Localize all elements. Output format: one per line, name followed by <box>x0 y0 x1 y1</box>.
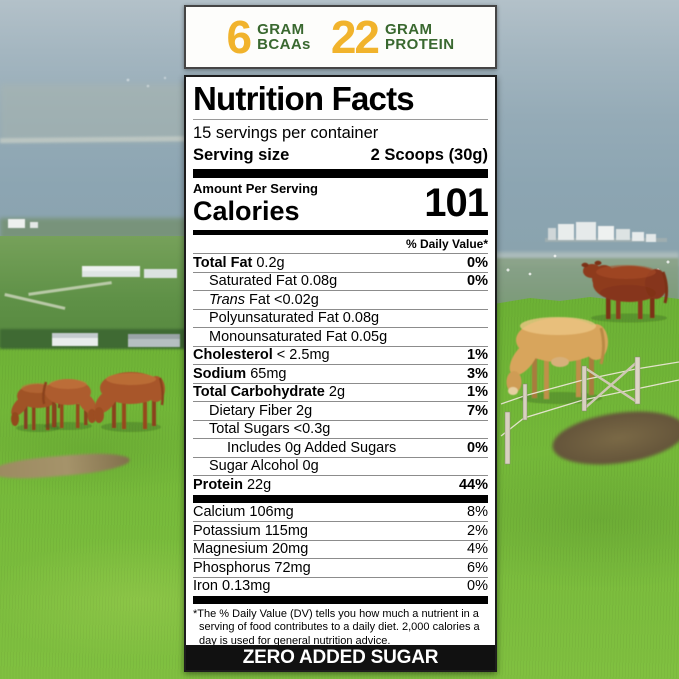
nutrient-row: Magnesium 20mg 4% <box>193 539 488 557</box>
macro-badge: 6 GRAM BCAAs 22 GRAM PROTEIN <box>184 5 497 69</box>
nutrient-row: Iron 0.13mg 0% <box>193 576 488 594</box>
nutrient-row: Protein 22g 44% <box>193 475 488 493</box>
daily-value-header: % Daily Value* <box>405 237 488 251</box>
bcaa-name: BCAAs <box>257 36 311 53</box>
serving-size-value: 2 Scoops (30g) <box>370 146 488 164</box>
bcaa-grams: 6 <box>226 11 253 63</box>
nutrient-row: Monounsaturated Fat 0.05g <box>193 327 488 346</box>
protein-badge: 22 GRAM PROTEIN <box>331 14 455 60</box>
wire-fence <box>500 356 679 465</box>
standing-cow <box>581 260 669 323</box>
thick-bar <box>193 494 488 503</box>
nutrient-rows: Total Fat 0.2g 0% Saturated Fat 0.08g 0% Tra… <box>193 253 488 494</box>
nutrition-facts-title: Nutrition Facts <box>193 80 415 117</box>
tan-grazing-cow <box>506 317 608 404</box>
daily-value-footnote: *The % Daily Value (DV) tells you how mu… <box>193 608 480 647</box>
calories-section: Amount Per Serving Calories 101 <box>193 181 489 227</box>
supplement-label: 6 GRAM BCAAs 22 GRAM PROTEIN Nutrition F… <box>184 5 497 672</box>
protein-badge-text: GRAM PROTEIN <box>385 22 454 52</box>
grazing-cow-large <box>94 372 165 432</box>
amount-per-serving: Amount Per Serving <box>193 181 318 196</box>
nutrient-row: Saturated Fat 0.08g 0% <box>193 271 488 291</box>
bcaa-badge-text: GRAM BCAAs <box>257 22 311 52</box>
bcaa-badge: 6 GRAM BCAAs <box>227 14 311 60</box>
farm-buildings <box>52 266 180 347</box>
calories-label: Calories <box>193 196 300 226</box>
nutrient-row: Sugar Alcohol 0g <box>193 456 488 476</box>
nutrient-row: Potassium 115mg 2% <box>193 521 488 539</box>
servings-per-container: 15 servings per container <box>193 124 379 142</box>
nutrient-row: Total Carbohydrate 2g 1% <box>193 382 488 400</box>
protein-unit: GRAM <box>384 21 433 38</box>
distant-town <box>545 222 667 242</box>
protein-name: PROTEIN <box>384 36 455 53</box>
thick-bar <box>193 596 488 604</box>
nutrient-row: Dietary Fiber 2g 7% <box>193 401 488 420</box>
nutrient-row: Cholesterol < 2.5mg 1% <box>193 345 488 363</box>
nutrient-row: Trans Fat <0.02g <box>193 290 488 309</box>
serving-size-row: Serving size 2 Scoops (30g) <box>193 144 488 166</box>
protein-grams: 22 <box>330 11 380 63</box>
nutrient-row: Total Sugars <0.3g <box>193 419 488 439</box>
nutrient-row: Total Fat 0.2g 0% <box>193 253 488 271</box>
zero-added-sugar-banner: ZERO ADDED SUGAR <box>186 645 495 670</box>
calories-value: 101 <box>424 181 489 225</box>
bcaa-unit: GRAM <box>257 21 305 38</box>
mineral-rows: Calcium 106mg 8% Potassium 115mg 2% Magnesiu… <box>193 504 488 596</box>
nutrient-row: Calcium 106mg 8% <box>193 504 488 520</box>
grazing-cow-middle <box>42 379 97 430</box>
cottage <box>8 76 167 228</box>
nutrition-facts-panel: Nutrition Facts 15 servings per containe… <box>184 75 497 672</box>
nutrient-row: Includes 0g Added Sugars 0% <box>193 438 488 457</box>
thick-bar <box>193 169 488 178</box>
serving-size-label: Serving size <box>193 146 290 164</box>
nutrient-row: Polyunsaturated Fat 0.08g <box>193 308 488 328</box>
stone-wall <box>4 281 112 310</box>
medium-bar <box>193 230 488 235</box>
nutrient-row: Sodium 65mg 3% <box>193 364 488 382</box>
nutrient-row: Phosphorus 72mg 6% <box>193 558 488 576</box>
divider <box>193 119 488 120</box>
